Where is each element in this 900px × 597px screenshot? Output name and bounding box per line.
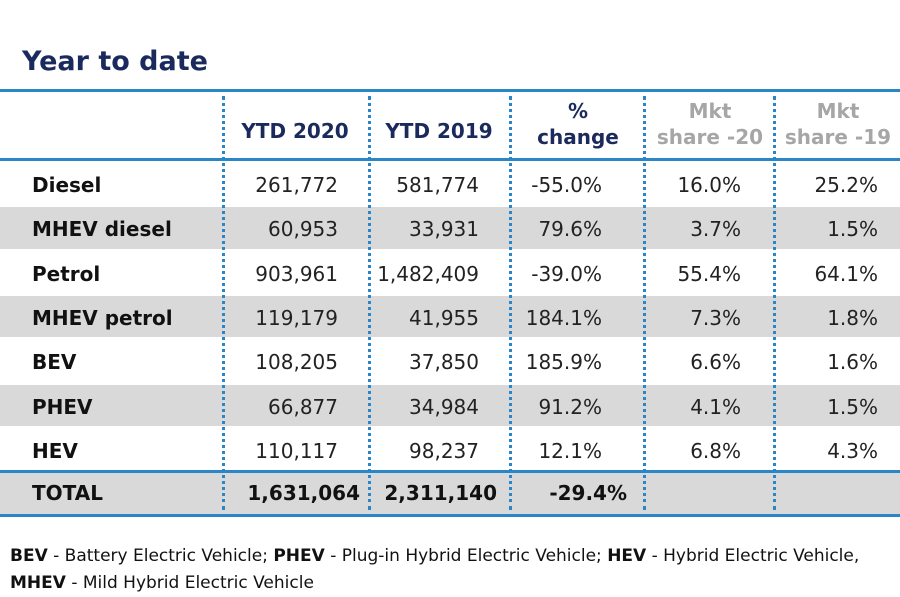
header-share19-line1: Mkt xyxy=(816,99,860,123)
column-separator xyxy=(643,96,646,510)
header-share20-line1: Mkt xyxy=(688,99,732,123)
total-band xyxy=(0,473,900,514)
cell-share20: 4.1% xyxy=(690,394,741,419)
footnote-bev-text: - Battery Electric Vehicle; xyxy=(47,546,274,566)
cell-ytd2019: 581,774 xyxy=(396,173,479,197)
cell-share19: 1.5% xyxy=(827,394,878,419)
cell-share19: 1.8% xyxy=(827,305,878,330)
cell-ytd2020: 60,953 xyxy=(268,217,338,242)
column-separator xyxy=(509,96,512,510)
header-rule xyxy=(0,158,900,161)
header-share19-line2: share -19 xyxy=(784,125,892,149)
cell-ytd2020: 110,117 xyxy=(255,438,338,463)
cell-change: -39.0% xyxy=(531,261,602,286)
row-label: BEV xyxy=(32,350,77,375)
footnote-phev-text: - Plug-in Hybrid Electric Vehicle; xyxy=(324,546,608,566)
footnote-phev-abbr: PHEV xyxy=(273,546,325,566)
cell-ytd2020: 903,961 xyxy=(255,261,338,286)
cell-share20: 3.7% xyxy=(690,217,741,242)
cell-change: 91.2% xyxy=(538,394,602,419)
cell-ytd2020: 108,205 xyxy=(255,350,338,375)
cell-ytd2020: 119,179 xyxy=(255,305,338,330)
total-change: -29.4% xyxy=(549,481,627,505)
row-label: Petrol xyxy=(32,261,101,286)
cell-ytd2019: 1,482,409 xyxy=(377,261,479,286)
row-label: MHEV diesel xyxy=(32,217,172,242)
row-band xyxy=(0,295,900,338)
cell-share20: 6.6% xyxy=(690,350,741,375)
cell-change: 12.1% xyxy=(538,438,602,463)
total-label: TOTAL xyxy=(32,481,103,505)
cell-change: 185.9% xyxy=(525,350,602,375)
header-change-line2: change xyxy=(537,125,619,149)
table-top-rule xyxy=(0,89,900,92)
header-share19: Mkt share -19 xyxy=(776,98,900,150)
cell-change: 79.6% xyxy=(538,217,602,242)
cell-ytd2020: 261,772 xyxy=(255,173,338,197)
cell-share20: 7.3% xyxy=(690,305,741,330)
header-change-line1: % xyxy=(567,99,589,123)
row-label: PHEV xyxy=(32,394,93,419)
row-label: Diesel xyxy=(32,173,102,197)
page-title: Year to date xyxy=(22,46,208,77)
header-change: % change xyxy=(512,98,644,150)
cell-share20: 6.8% xyxy=(690,438,741,463)
column-separator xyxy=(368,96,371,510)
row-band xyxy=(0,384,900,426)
cell-ytd2019: 41,955 xyxy=(409,305,479,330)
cell-share19: 25.2% xyxy=(814,173,878,197)
header-share20: Mkt share -20 xyxy=(646,98,774,150)
cell-change: 184.1% xyxy=(525,305,602,330)
cell-ytd2020: 66,877 xyxy=(268,394,338,419)
footnote-bev-abbr: BEV xyxy=(10,546,48,566)
footnote-hev-abbr: HEV xyxy=(607,546,647,566)
cell-share20: 55.4% xyxy=(677,261,741,286)
header-ytd2019: YTD 2019 xyxy=(385,119,493,143)
column-separator xyxy=(222,96,225,510)
column-separator xyxy=(773,96,776,510)
total-ytd2020: 1,631,064 xyxy=(247,481,360,505)
cell-ytd2019: 34,984 xyxy=(409,394,479,419)
header-share20-line2: share -20 xyxy=(656,125,764,149)
cell-share19: 1.6% xyxy=(827,350,878,375)
table-bottom-rule xyxy=(0,514,900,517)
cell-change: -55.0% xyxy=(531,173,602,197)
footnote-mhev-text: - Mild Hybrid Electric Vehicle xyxy=(65,573,314,593)
row-label: HEV xyxy=(32,438,78,463)
total-top-rule xyxy=(0,470,900,473)
cell-share19: 4.3% xyxy=(827,438,878,463)
cell-ytd2019: 33,931 xyxy=(409,217,479,242)
total-ytd2019: 2,311,140 xyxy=(384,481,497,505)
row-band xyxy=(0,207,900,249)
cell-ytd2019: 98,237 xyxy=(409,438,479,463)
footnote-hev-text: - Hybrid Electric Vehicle, xyxy=(646,546,860,566)
footnote: BEV - Battery Electric Vehicle; PHEV - P… xyxy=(10,543,890,597)
row-label: MHEV petrol xyxy=(32,305,173,330)
cell-share20: 16.0% xyxy=(677,173,741,197)
cell-share19: 64.1% xyxy=(814,261,878,286)
cell-share19: 1.5% xyxy=(827,217,878,242)
header-ytd2020: YTD 2020 xyxy=(241,119,349,143)
footnote-mhev-abbr: MHEV xyxy=(10,573,66,593)
cell-ytd2019: 37,850 xyxy=(409,350,479,375)
